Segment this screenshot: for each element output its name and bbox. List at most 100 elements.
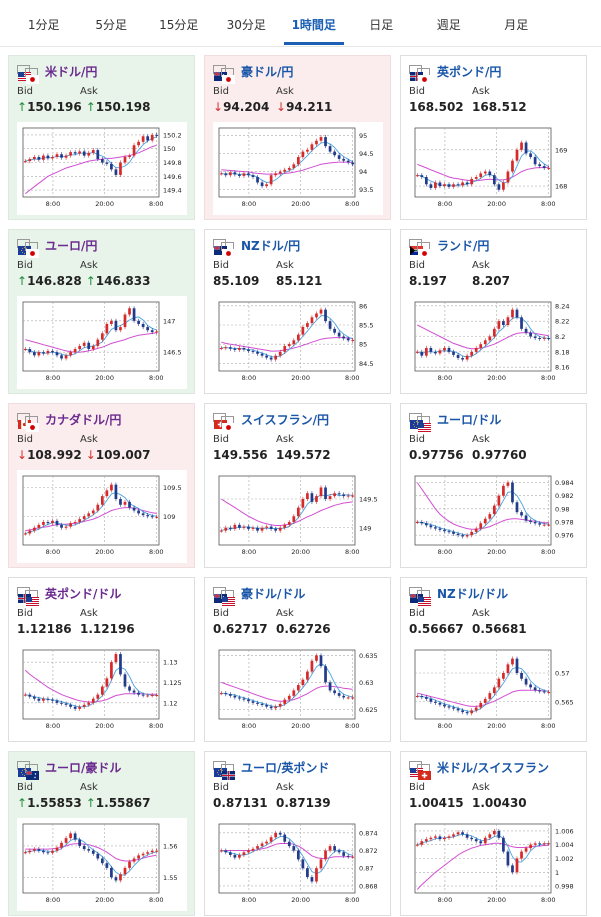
candle-body [470, 837, 474, 840]
currency-card[interactable]: ユーロ/ドル Bid Ask 0.97756 0.97760 0.984 0.982 0.98… [400, 403, 587, 568]
x-tick-label: 20:00 [291, 548, 310, 556]
arrow-up-icon: ↑ [17, 274, 28, 288]
rate-chart[interactable]: 150.2 150 149.8 149.6 149.4 8:00 20:00 8:00 [17, 122, 187, 215]
tab-weekly[interactable]: 週足 [436, 18, 461, 32]
plot-area [22, 649, 160, 720]
rate-chart[interactable]: 86 85.5 85 84.5 8:00 20:00 8:00 [213, 296, 383, 389]
candle-body [502, 321, 505, 325]
candle-body [420, 351, 424, 356]
candle-body [150, 516, 154, 518]
candle-body [82, 151, 86, 156]
candle-body [324, 137, 327, 147]
candle-body [438, 182, 442, 187]
candle-body [128, 308, 131, 315]
x-tick-label: 8:00 [345, 896, 360, 904]
rate-chart[interactable]: 147 146.5 8:00 20:00 8:00 [17, 296, 187, 389]
candle-body [256, 846, 259, 849]
pair-link[interactable]: スイスフラン/円 [241, 412, 330, 427]
x-tick-label: 8:00 [438, 200, 453, 208]
currency-card[interactable]: NZドル/ドル Bid Ask 0.56667 0.56681 0.57 0.565 8:00… [400, 577, 587, 742]
tab-1min[interactable]: 1分足 [27, 18, 60, 32]
tab-15min[interactable]: 15分足 [159, 18, 199, 32]
candle-body [456, 354, 460, 358]
pair-link[interactable]: NZドル/円 [241, 238, 301, 253]
rate-chart[interactable]: 95 94.5 94 93.5 8:00 20:00 8:00 [213, 122, 383, 215]
currency-card[interactable]: ランド/円 Bid Ask 8.197 8.207 8.24 8.22 8.2 8.18 8.16… [400, 229, 587, 394]
candle-body [438, 350, 442, 354]
tab-5min[interactable]: 5分足 [95, 18, 128, 32]
bid-value: 150.196 [27, 100, 82, 114]
rate-chart[interactable]: 0.984 0.982 0.98 0.978 0.976 8:00 20:00 8:00 [409, 470, 579, 563]
rate-chart[interactable]: 0.874 0.872 0.87 0.868 8:00 20:00 8:00 [213, 818, 383, 911]
pair-link[interactable]: カナダドル/円 [45, 412, 122, 427]
rate-chart[interactable]: 1.56 1.55 8:00 20:00 8:00 [17, 818, 187, 911]
pair-link[interactable]: NZドル/ドル [437, 586, 509, 601]
candle-body [346, 338, 350, 341]
candle-body [96, 504, 100, 511]
pair-link[interactable]: 豪ドル/ドル [241, 586, 306, 601]
y-tick-label: 149.5 [359, 496, 378, 504]
candle-body [497, 678, 501, 688]
rate-chart[interactable]: 169 168 8:00 20:00 8:00 [409, 122, 579, 215]
rate-chart[interactable]: 0.57 0.565 8:00 20:00 8:00 [409, 644, 579, 737]
candle-body [110, 867, 113, 878]
candle-body [238, 697, 241, 699]
currency-card[interactable]: 豪ドル/円 Bid Ask ↓94.204 ↓94.211 95 94.5 94 93.5 8:0… [204, 55, 391, 220]
currency-card[interactable]: NZドル/円 Bid Ask 85.109 85.121 86 85.5 85 84.5 8:00… [204, 229, 391, 394]
candle-body [46, 698, 50, 700]
tab-daily[interactable]: 日足 [369, 18, 394, 32]
pair-link[interactable]: ランド/円 [437, 238, 490, 253]
rate-chart[interactable]: 0.635 0.63 0.625 8:00 20:00 8:00 [213, 644, 383, 737]
candle-body [260, 703, 264, 705]
tab-1hour[interactable]: 1時間足 [280, 0, 348, 46]
bid-value: 149.556 [213, 448, 268, 462]
tab-monthly[interactable]: 月足 [504, 18, 529, 32]
currency-card[interactable]: 英ポンド/円 Bid Ask 168.502 168.512 169 168 8:00 20:0… [400, 55, 587, 220]
currency-card[interactable]: 米ドル/円 Bid Ask ↑150.196 ↑150.198 150.2 150 149.8… [8, 55, 195, 220]
rate-chart[interactable]: 149.5 149 8:00 20:00 8:00 [213, 470, 383, 563]
ma-long-line [221, 337, 353, 352]
currency-card[interactable]: ユーロ/円 Bid Ask ↑146.828 ↑146.833 147 146.5 8:00 2… [8, 229, 195, 394]
rate-chart[interactable]: 109.5 109 8:00 20:00 8:00 [17, 470, 187, 563]
currency-card[interactable]: ユーロ/豪ドル Bid Ask ↑1.55853 ↑1.55867 1.56 1.55 8:0… [8, 751, 195, 916]
timeframe-tabs: 1分足 5分足 15分足 30分足 1時間足 日足 週足 月足 [0, 0, 601, 46]
rate-chart[interactable]: 8.24 8.22 8.2 8.18 8.16 8:00 20:00 8:00 [409, 296, 579, 389]
candle-body [456, 832, 460, 835]
candle-body [429, 698, 433, 702]
candle-body [306, 323, 309, 327]
y-tick-label: 0.625 [359, 706, 378, 714]
candle-body [533, 157, 537, 165]
candle-body [87, 513, 91, 517]
ma-short-line [221, 836, 353, 875]
currency-card[interactable]: ユーロ/英ポンド Bid Ask 0.87131 0.87139 0.874 0.872 0.… [204, 751, 391, 916]
pair-link[interactable]: 米ドル/スイスフラン [437, 760, 550, 775]
candle-body [23, 349, 27, 351]
candle-body [137, 510, 140, 514]
quote-labels: Bid Ask [409, 86, 490, 97]
ask-value: 8.207 [472, 274, 510, 288]
candle-body [283, 699, 287, 704]
pair-link[interactable]: 豪ドル/円 [241, 64, 294, 79]
currency-card[interactable]: 豪ドル/ドル Bid Ask 0.62717 0.62726 0.635 0.63 0.625… [204, 577, 391, 742]
card-header: 米ドル/スイスフラン [409, 759, 550, 780]
pair-link[interactable]: 英ポンド/ドル [45, 586, 122, 601]
pair-link[interactable]: 英ポンド/円 [437, 64, 502, 79]
quote-values: 1.00415 1.00430 [409, 796, 535, 810]
pair-link[interactable]: ユーロ/豪ドル [45, 760, 122, 775]
candle-body [452, 184, 455, 187]
pair-link[interactable]: ユーロ/ドル [437, 412, 502, 427]
candle-body [269, 526, 273, 529]
candle-body [342, 695, 346, 698]
pair-link[interactable]: ユーロ/英ポンド [241, 760, 330, 775]
pair-link[interactable]: ユーロ/円 [45, 238, 98, 253]
pair-link[interactable]: 米ドル/円 [45, 64, 98, 79]
tab-30min[interactable]: 30分足 [226, 18, 266, 32]
currency-card[interactable]: スイスフラン/円 Bid Ask 149.556 149.572 149.5 149 8:00… [204, 403, 391, 568]
rate-chart[interactable]: 1.13 1.125 1.12 8:00 20:00 8:00 [17, 644, 187, 737]
currency-card[interactable]: 米ドル/スイスフラン Bid Ask 1.00415 1.00430 1.006 1.004… [400, 751, 587, 916]
currency-card[interactable]: 英ポンド/ドル Bid Ask 1.12186 1.12196 1.13 1.125 1.12… [8, 577, 195, 742]
candle-body [233, 854, 237, 858]
candle-body [37, 524, 41, 528]
rate-chart[interactable]: 1.006 1.004 1.002 1 0.998 8:00 20:00 8:00 [409, 818, 579, 911]
currency-card[interactable]: カナダドル/円 Bid Ask ↓108.992 ↓109.007 109.5 109 8:0… [8, 403, 195, 568]
